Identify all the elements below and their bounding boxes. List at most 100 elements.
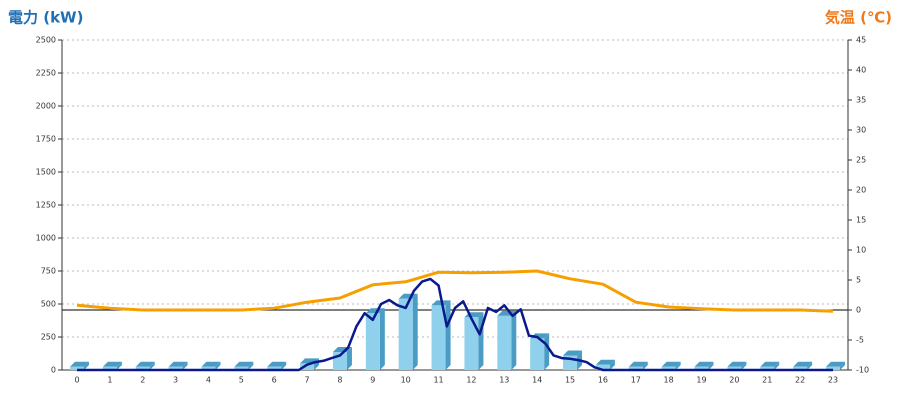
bar-top: [628, 361, 648, 367]
x-tick-label: 19: [696, 376, 706, 385]
bar: [201, 366, 216, 370]
bar: [530, 338, 545, 370]
bar: [694, 366, 709, 370]
bar-side: [544, 333, 550, 370]
bar: [102, 366, 117, 370]
bar: [168, 366, 183, 370]
bar-top: [234, 361, 254, 367]
y-tick-label: 1000: [36, 234, 56, 243]
bar-side: [281, 361, 287, 370]
x-tick-label: 7: [305, 376, 310, 385]
y-tick-label: 0: [51, 366, 56, 375]
bar: [760, 366, 775, 370]
bar-top: [727, 361, 747, 367]
x-tick-label: 1: [107, 376, 112, 385]
y2-tick-label: 10: [856, 246, 866, 255]
y2-tick-label: 30: [856, 126, 866, 135]
bar-top: [267, 361, 287, 367]
x-tick-label: 8: [337, 376, 342, 385]
y-tick-label: 250: [41, 333, 56, 342]
bar-top: [70, 361, 89, 367]
y2-tick-label: 5: [856, 276, 861, 285]
bar-top: [793, 361, 813, 367]
bar: [267, 366, 282, 370]
y2-tick-label: 15: [856, 216, 866, 225]
x-tick-label: 22: [795, 376, 805, 385]
bar-side: [741, 361, 747, 370]
bar: [727, 366, 742, 370]
y-axis-title: 電力 (kW): [8, 9, 83, 27]
y2-tick-label: -5: [856, 336, 864, 345]
bar: [398, 298, 413, 370]
bar: [661, 366, 676, 370]
bar-side: [511, 310, 517, 370]
bar: [595, 364, 610, 370]
bar: [826, 366, 840, 370]
x-tick-label: 3: [173, 376, 178, 385]
bar-top: [102, 361, 122, 367]
bar-side: [149, 361, 155, 370]
x-tick-label: 2: [140, 376, 145, 385]
x-tick-label: 18: [664, 376, 674, 385]
bar-side: [248, 361, 254, 370]
y2-tick-label: 0: [856, 306, 861, 315]
bar: [300, 363, 315, 370]
x-tick-label: 10: [401, 376, 411, 385]
y-tick-label: 2250: [36, 69, 56, 78]
x-tick-label: 20: [729, 376, 739, 385]
bar-top: [135, 361, 155, 367]
y-tick-label: 750: [41, 267, 56, 276]
x-tick-label: 15: [565, 376, 575, 385]
y2-tick-label: -10: [856, 366, 869, 375]
bar-top: [365, 308, 385, 314]
bar-side: [609, 359, 615, 370]
x-tick-label: 16: [598, 376, 608, 385]
bar-side: [807, 361, 813, 370]
bar-side: [379, 308, 385, 370]
x-tick-label: 9: [370, 376, 375, 385]
bar-side: [708, 361, 714, 370]
temperature-line: [76, 269, 834, 313]
bar-top: [760, 361, 780, 367]
bar-side: [215, 361, 221, 370]
y2-axis-title: 気温 (℃): [825, 9, 892, 27]
y2-tick-label: 25: [856, 156, 866, 165]
bar-side: [346, 347, 352, 370]
y-tick-label: 1250: [36, 201, 56, 210]
bar-side: [840, 361, 845, 370]
y-tick-label: 2000: [36, 102, 56, 111]
x-tick-label: 13: [499, 376, 509, 385]
bar: [70, 366, 84, 370]
x-tick-label: 6: [272, 376, 277, 385]
bar: [365, 313, 380, 370]
x-tick-label: 12: [466, 376, 476, 385]
bar-top: [201, 361, 221, 367]
bar-top: [595, 359, 615, 365]
x-tick-label: 17: [631, 376, 641, 385]
y-tick-label: 1750: [36, 135, 56, 144]
x-tick-label: 4: [206, 376, 211, 385]
x-tick-label: 5: [239, 376, 244, 385]
y2-tick-label: 35: [856, 96, 866, 105]
bar-top: [661, 361, 681, 367]
y-tick-label: 1500: [36, 168, 56, 177]
bar: [497, 315, 512, 370]
bar: [431, 305, 446, 370]
bar-side: [84, 361, 89, 370]
bar: [793, 366, 808, 370]
bar-top: [563, 350, 583, 356]
bar-side: [774, 361, 780, 370]
bar-side: [412, 293, 418, 370]
bar: [135, 366, 150, 370]
bar-top: [826, 361, 845, 367]
bar-side: [642, 361, 648, 370]
power-line: [77, 277, 833, 372]
bar-side: [116, 361, 122, 370]
bar: [234, 366, 249, 370]
bar: [628, 366, 643, 370]
bar-top: [168, 361, 188, 367]
x-tick-label: 23: [828, 376, 838, 385]
x-tick-label: 21: [762, 376, 772, 385]
y2-tick-label: 20: [856, 186, 866, 195]
